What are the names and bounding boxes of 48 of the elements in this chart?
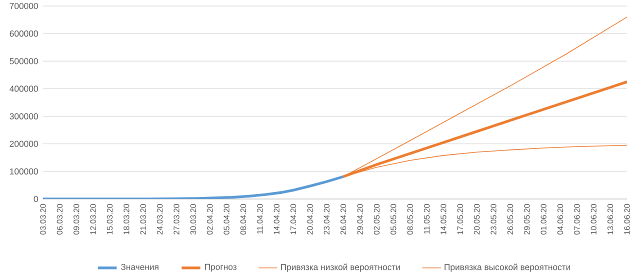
x-tick-label: 29.05.20: [524, 204, 530, 234]
x-tick-label: 26.05.20: [507, 204, 514, 234]
x-tick-label: 05.05.20: [390, 204, 396, 235]
x-tick-label: 23.05.20: [490, 204, 496, 234]
x-tick-label: 27.03.20: [174, 204, 180, 234]
legend-label: Привязка низкой вероятности: [281, 264, 400, 272]
y-tick-label: 0: [34, 196, 38, 202]
y-tick-label: 200000: [10, 140, 38, 147]
x-tick-label: 24.03.20: [156, 204, 163, 234]
x-tick-label: 07.06.20: [574, 204, 580, 235]
y-tick-label: 400000: [10, 86, 38, 92]
x-tick-label: 16.06.20: [624, 204, 630, 234]
x-tick-label: 20.04.20: [307, 204, 313, 234]
x-tick-label: 03.03.20: [40, 204, 46, 235]
x-tick-label: 13.06.20: [607, 204, 614, 234]
x-tick-label: 17.05.20: [457, 204, 463, 234]
y-tick-label: 600000: [10, 30, 38, 37]
x-tick-label: 08.04.20: [240, 204, 246, 235]
y-tick-label: 500000: [10, 58, 38, 64]
x-tick-label: 10.06.20: [590, 204, 596, 234]
x-tick-label: 12.03.20: [90, 204, 96, 234]
x-tick-label: 09.03.20: [74, 204, 80, 235]
x-tick-label: 11.04.20: [257, 204, 263, 234]
legend-label: Привязка высокой вероятности: [444, 264, 570, 272]
legend-label: Прогноз: [205, 264, 236, 272]
x-tick-label: 20.05.20: [474, 204, 480, 234]
legend-label: Значения: [120, 264, 158, 270]
x-tick-label: 08.05.20: [407, 204, 413, 235]
x-tick-label: 04.06.20: [557, 204, 564, 235]
x-tick-label: 05.04.20: [224, 204, 230, 235]
x-tick-label: 26.04.20: [340, 204, 346, 234]
x-tick-label: 21.03.20: [140, 204, 146, 234]
x-tick-label: 15.03.20: [106, 204, 113, 234]
x-tick-label: 30.03.20: [190, 204, 196, 235]
x-tick-label: 01.06.20: [540, 204, 546, 235]
x-tick-label: 18.03.20: [124, 204, 130, 234]
x-tick-label: 06.03.20: [56, 204, 63, 235]
y-tick-label: 100000: [10, 168, 38, 174]
x-tick-label: 14.04.20: [274, 204, 280, 234]
x-tick-label: 14.05.20: [440, 204, 446, 234]
x-tick-label: 11.05.20: [424, 204, 430, 234]
x-tick-label: 17.04.20: [290, 204, 296, 234]
y-tick-label: 700000: [10, 2, 38, 10]
x-tick-label: 23.04.20: [324, 204, 330, 234]
y-tick-label: 300000: [10, 113, 38, 120]
x-tick-label: 02.04.20: [207, 204, 213, 235]
x-tick-label: 02.05.20: [374, 204, 380, 235]
x-tick-label: 29.04.20: [357, 204, 363, 234]
